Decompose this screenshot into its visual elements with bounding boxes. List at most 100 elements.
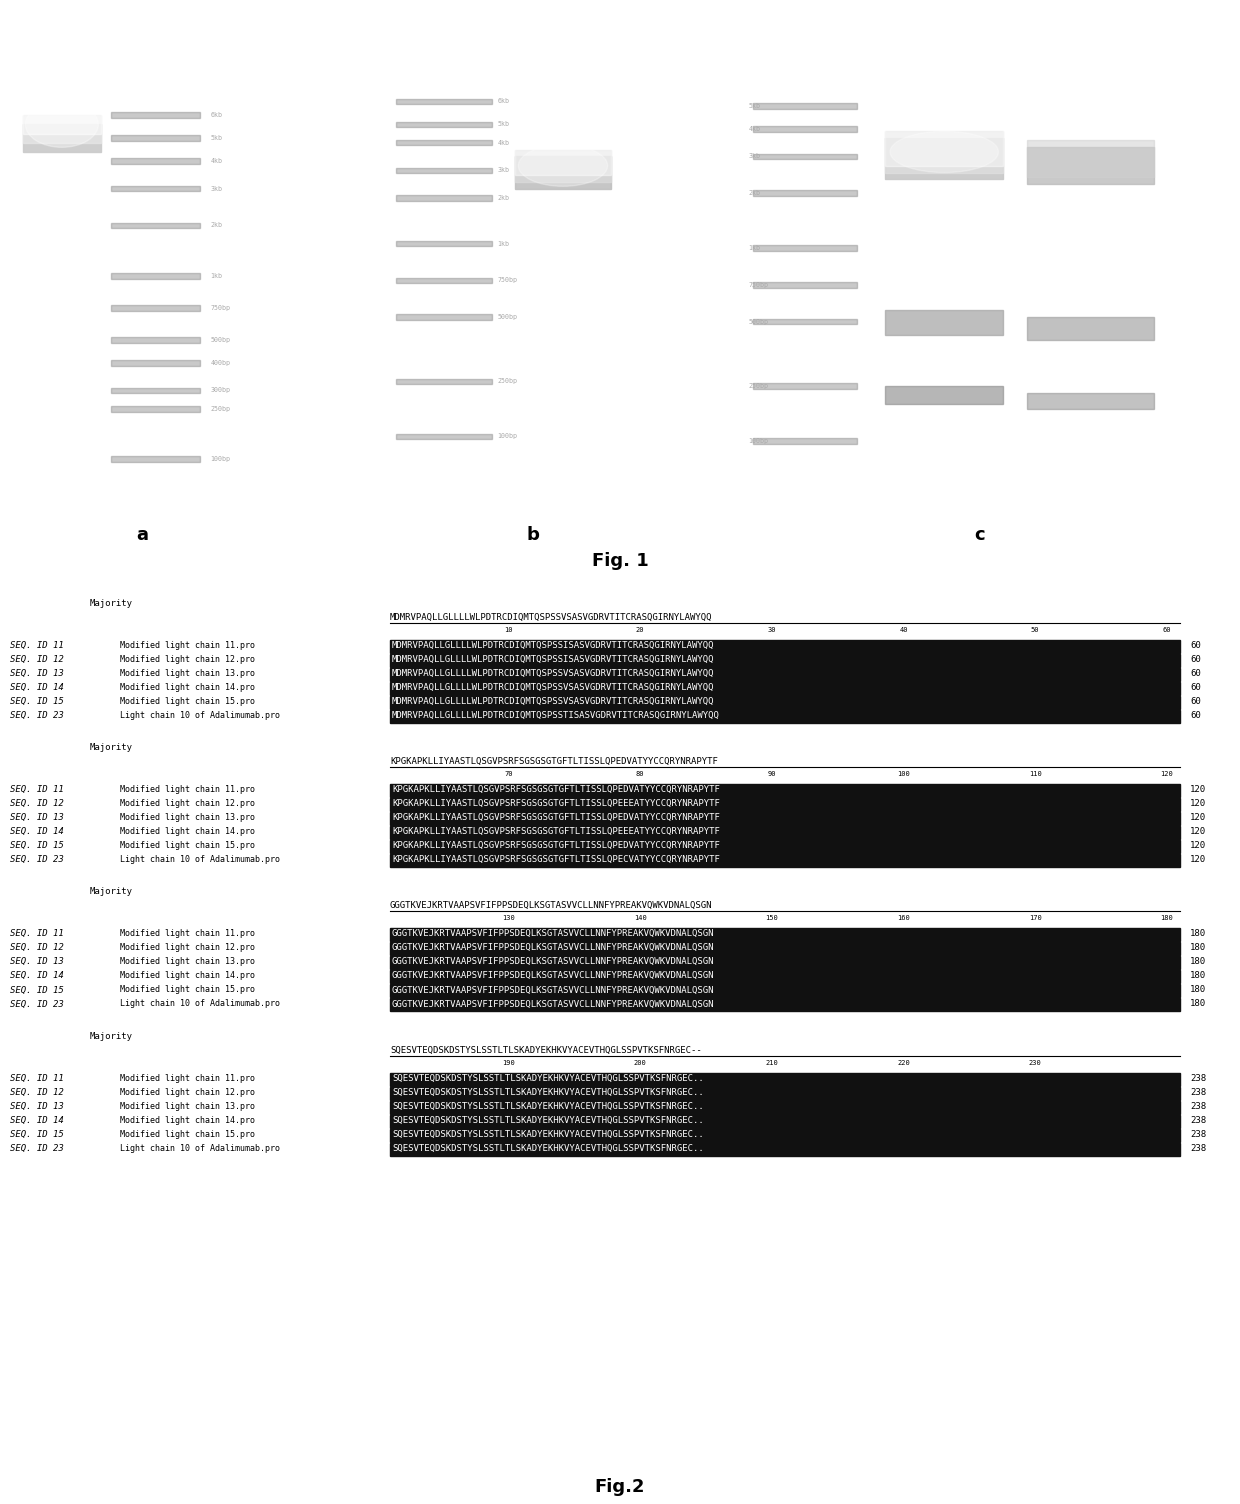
Text: Light chain 10 of Adalimumab.pro: Light chain 10 of Adalimumab.pro [120, 856, 280, 865]
Text: Modified light chain 12.pro: Modified light chain 12.pro [120, 1087, 255, 1096]
Text: 100bp: 100bp [749, 438, 769, 444]
Text: 238: 238 [1190, 1143, 1207, 1152]
Text: 238: 238 [1190, 1101, 1207, 1110]
Bar [391, 668, 1180, 681]
Text: Modified light chain 14.pro: Modified light chain 14.pro [120, 683, 255, 692]
Bar [391, 841, 1180, 853]
Bar [391, 654, 1180, 668]
Text: SQESVTEQDSKDSTYSLSSTLTLSKADYEKHKVYACEVTHQGLSSPVTKSFNRGEC..: SQESVTEQDSKDSTYSLSSTLTLSKADYEKHKVYACEVTH… [392, 1074, 704, 1083]
Bar [22, 116, 100, 143]
Bar [112, 223, 200, 229]
Bar [391, 1128, 1180, 1142]
Text: 5kb: 5kb [497, 122, 510, 128]
Text: 120: 120 [1190, 814, 1207, 823]
Text: 180: 180 [1190, 943, 1207, 952]
Text: SEQ. ID 11: SEQ. ID 11 [10, 641, 63, 650]
Text: KPGKAPKLLIYAASTLQSGVPSRFSGSGSGTGFTLTISSLQPEDVATYYCCQRYNRAPYTF: KPGKAPKLLIYAASTLQSGVPSRFSGSGSGTGFTLTISSL… [392, 785, 720, 794]
Bar [112, 457, 200, 462]
Text: 3kb: 3kb [749, 153, 760, 159]
Bar [397, 196, 491, 200]
Text: 60: 60 [1163, 627, 1171, 633]
Text: 2: 2 [1094, 65, 1101, 75]
Text: 180: 180 [1161, 916, 1173, 922]
Text: Majority: Majority [91, 1032, 133, 1041]
Bar [391, 784, 1180, 797]
Text: 5kb: 5kb [211, 135, 222, 141]
Text: 130: 130 [502, 916, 515, 922]
Bar [397, 433, 491, 439]
Text: 238: 238 [1190, 1074, 1207, 1083]
Text: 90: 90 [768, 772, 776, 778]
Text: 210: 210 [765, 1059, 779, 1065]
Text: 60: 60 [1190, 669, 1200, 678]
Text: KPGKAPKLLIYAASTLQSGVPSRFSGSGSGTGFTLTISSLQPEDVATYYCCQRYNRAPYTF: KPGKAPKLLIYAASTLQSGVPSRFSGSGSGTGFTLTISSL… [392, 814, 720, 823]
Text: M: M [144, 65, 151, 75]
Bar [885, 125, 1003, 165]
Text: SEQ. ID 15: SEQ. ID 15 [10, 985, 63, 994]
Text: 140: 140 [634, 916, 646, 922]
Bar [22, 105, 100, 134]
Text: 400bp: 400bp [211, 359, 231, 365]
Text: MDMRVPAQLLGLLLLWLPDTRCDIQMTQSPSSISASVGDRVTITCRASQGIRNYLAWYQQ: MDMRVPAQLLGLLLLWLPDTRCDIQMTQSPSSISASVGDR… [392, 641, 714, 650]
Bar [391, 710, 1180, 723]
Bar [1027, 393, 1154, 409]
Text: SEQ. ID 12: SEQ. ID 12 [10, 1087, 63, 1096]
Text: 4kb: 4kb [497, 140, 510, 146]
Text: 750bp: 750bp [211, 305, 231, 311]
Text: GGGTKVEJKRTVAAPSVFIFPPSDEQLKSGTASVVCLLNNFYPREAKVQWKVDNALQSGN: GGGTKVEJKRTVAAPSVFIFPPSDEQLKSGTASVVCLLNN… [392, 1000, 714, 1009]
Text: 238: 238 [1190, 1130, 1207, 1139]
Bar [397, 99, 491, 104]
Text: 110: 110 [1029, 772, 1042, 778]
Text: SQESVTEQDSKDSTYSLSSTLTLSKADYEKHKVYACEVTHQGLSSPVTKSFNRGEC..: SQESVTEQDSKDSTYSLSSTLTLSKADYEKHKVYACEVTH… [392, 1116, 704, 1125]
Bar [391, 696, 1180, 710]
Text: 750bp: 750bp [497, 277, 517, 283]
Text: 190: 190 [502, 1059, 515, 1065]
Text: 100bp: 100bp [497, 433, 517, 439]
Text: SEQ. ID 11: SEQ. ID 11 [10, 785, 63, 794]
Bar [112, 359, 200, 365]
Text: 500bp: 500bp [211, 337, 231, 343]
Text: SEQ. ID 23: SEQ. ID 23 [10, 856, 63, 865]
Text: SQESVTEQDSKDSTYSLSSTLTLSKADYEKHKVYACEVTHQGLSSPVTKSFNRGEC--: SQESVTEQDSKDSTYSLSSTLTLSKADYEKHKVYACEVTH… [391, 1045, 702, 1054]
Text: 40: 40 [899, 627, 908, 633]
Text: Light chain 10 of Adalimumab.pro: Light chain 10 of Adalimumab.pro [120, 1143, 280, 1152]
Bar [885, 387, 1003, 405]
Text: Fig. 1: Fig. 1 [591, 552, 649, 570]
Text: Majority: Majority [91, 599, 133, 608]
Bar [1027, 140, 1154, 177]
Bar [397, 122, 491, 128]
Bar [754, 104, 857, 108]
Text: 100: 100 [897, 772, 910, 778]
Text: 6kb: 6kb [497, 98, 510, 104]
Text: 120: 120 [1190, 856, 1207, 865]
Text: 160: 160 [897, 916, 910, 922]
Text: Modified light chain 13.pro: Modified light chain 13.pro [120, 1101, 255, 1110]
Bar [391, 1072, 1180, 1086]
Bar [516, 156, 610, 188]
Text: 10: 10 [505, 627, 513, 633]
Text: 170: 170 [1029, 916, 1042, 922]
Bar [885, 131, 1003, 173]
Bar [391, 1101, 1180, 1113]
Bar [112, 113, 200, 117]
Text: SEQ. ID 15: SEQ. ID 15 [10, 1130, 63, 1139]
Text: Modified light chain 11.pro: Modified light chain 11.pro [120, 785, 255, 794]
Text: Modified light chain 13.pro: Modified light chain 13.pro [120, 669, 255, 678]
Bar [754, 319, 857, 325]
Text: 2kb: 2kb [497, 196, 510, 200]
Text: Light chain 10 of Adalimumab.pro: Light chain 10 of Adalimumab.pro [120, 711, 280, 720]
Text: b: b [527, 526, 539, 544]
Ellipse shape [518, 144, 608, 186]
Text: SEQ. ID 13: SEQ. ID 13 [10, 1101, 63, 1110]
Bar [885, 310, 1003, 335]
Text: 2kb: 2kb [749, 190, 760, 196]
Text: M: M [434, 65, 441, 75]
Text: 4kb: 4kb [749, 126, 760, 132]
Bar [391, 1143, 1180, 1155]
Bar [391, 1114, 1180, 1128]
Bar [391, 812, 1180, 826]
Text: 100bp: 100bp [211, 456, 231, 462]
Text: SEQ. ID 23: SEQ. ID 23 [10, 1000, 63, 1009]
Text: Modified light chain 12.pro: Modified light chain 12.pro [120, 656, 255, 665]
Text: Light chain 10 of Adalimumab.pro: Light chain 10 of Adalimumab.pro [120, 1000, 280, 1009]
